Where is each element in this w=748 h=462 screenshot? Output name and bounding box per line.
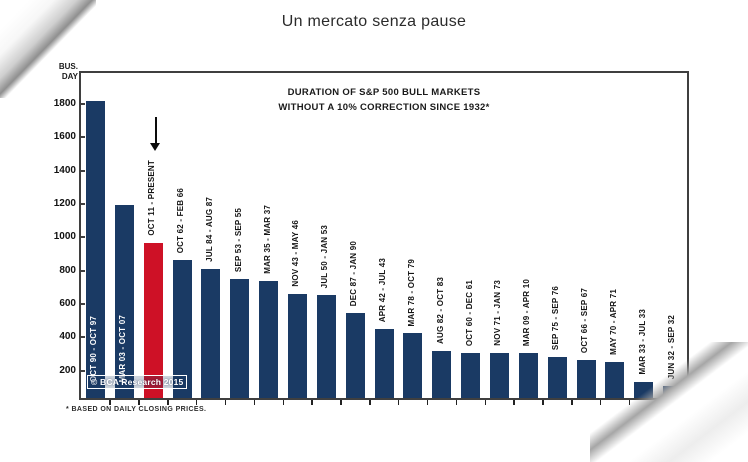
plot-area: DURATION OF S&P 500 BULL MARKETS WITHOUT…: [79, 71, 689, 405]
bar: [316, 295, 336, 398]
bar-highlight: [143, 243, 163, 398]
bar: [287, 294, 307, 398]
x-tick-mark: [311, 400, 313, 405]
bar-label: APR 42 - JUL 43: [378, 257, 387, 322]
chart-title-line2: WITHOUT A 10% CORRECTION SINCE 1932*: [278, 101, 490, 113]
bar-label: OCT 11 - PRESENT: [147, 160, 157, 236]
x-tick-mark: [224, 400, 227, 405]
y-tick-mark: [81, 203, 85, 205]
y-tick-mark: [81, 269, 85, 272]
y-tick-label: 800: [59, 264, 76, 276]
bar-label: SEP 75 - SEP 76: [551, 285, 561, 350]
x-tick-mark: [282, 400, 284, 405]
bar: [172, 260, 192, 398]
bar-label: DEC 87 - JAN 90: [349, 240, 359, 306]
bar-label: MAR 03 - OCT 07: [118, 314, 128, 382]
bar-label: NOV 71 - JAN 73: [493, 280, 503, 346]
x-tick-mark: [455, 400, 458, 405]
bar: [374, 329, 394, 398]
bar: [547, 357, 567, 398]
chart-title: DURATION OF S&P 500 BULL MARKETS WITHOUT…: [81, 86, 687, 115]
y-tick-label: 400: [59, 331, 76, 343]
bar: [259, 281, 279, 398]
bar: [489, 353, 509, 398]
y-tick-label: 600: [59, 298, 76, 309]
bar: [461, 353, 481, 398]
y-tick-mark: [81, 236, 85, 239]
bar-label: OCT 60 - DEC 61: [464, 279, 474, 346]
page-curl-bottom-right: [590, 342, 748, 462]
bar: [432, 351, 452, 398]
arrow-shaft: [154, 117, 157, 144]
x-tick-mark: [253, 400, 256, 405]
x-tick-mark: [571, 400, 573, 405]
bar-label: OCT 62 - FEB 66: [176, 187, 185, 253]
x-tick-mark: [167, 400, 169, 405]
bar: [201, 269, 221, 398]
bar: [518, 353, 538, 398]
y-tick-label: 1200: [53, 198, 76, 209]
bar-label: MAR 78 - OCT 79: [406, 258, 416, 326]
x-tick-mark: [369, 400, 371, 405]
x-tick-mark: [484, 400, 486, 405]
y-tick-label: 1000: [53, 231, 76, 243]
y-tick-label: 1400: [53, 164, 76, 176]
bar-label: OCT 90 - OCT 97: [89, 315, 99, 382]
footnote: * BASED ON DAILY CLOSING PRICES.: [66, 406, 207, 413]
bar-label: MAR 35 - MAR 37: [262, 205, 272, 274]
bar-label: SEP 53 - SEP 55: [233, 207, 243, 272]
bar: [114, 205, 134, 398]
down-arrow-icon: [150, 117, 161, 151]
bar-label: JUL 84 - AUG 87: [204, 197, 214, 262]
bar: [345, 313, 365, 398]
bar-label: AUG 82 - OCT 83: [435, 276, 445, 344]
x-tick-mark: [340, 400, 342, 405]
bar: [85, 101, 105, 398]
y-tick-mark: [81, 336, 85, 339]
y-tick-mark: [81, 103, 85, 105]
arrow-head: [150, 143, 160, 151]
x-tick-mark: [138, 400, 140, 405]
watermark: © BCA Research 2015: [87, 375, 188, 389]
y-tick-mark: [81, 169, 85, 172]
x-tick-mark: [513, 400, 515, 405]
bar-label: NOV 43 - MAY 46: [291, 220, 301, 287]
x-tick-mark: [195, 400, 198, 405]
x-tick-mark: [426, 400, 429, 405]
bar: [403, 333, 423, 398]
y-tick-label: 200: [59, 364, 76, 376]
y-tick-label: 1600: [53, 131, 76, 143]
x-tick-mark: [542, 400, 544, 405]
bar-label: MAR 09 - APR 10: [522, 278, 532, 346]
page-curl-top-left: [0, 0, 96, 98]
chart-title-line1: DURATION OF S&P 500 BULL MARKETS: [287, 87, 481, 98]
bar: [230, 279, 250, 398]
x-tick-mark: [109, 400, 111, 405]
x-tick-mark: [397, 400, 400, 405]
y-tick-mark: [81, 303, 85, 305]
y-tick-mark: [81, 136, 85, 139]
bar-label: JUL 50 - JAN 53: [320, 224, 330, 288]
y-tick-label: 1800: [53, 98, 76, 109]
page-title: Un mercato senza pause: [281, 13, 467, 30]
y-tick-mark: [81, 369, 85, 372]
